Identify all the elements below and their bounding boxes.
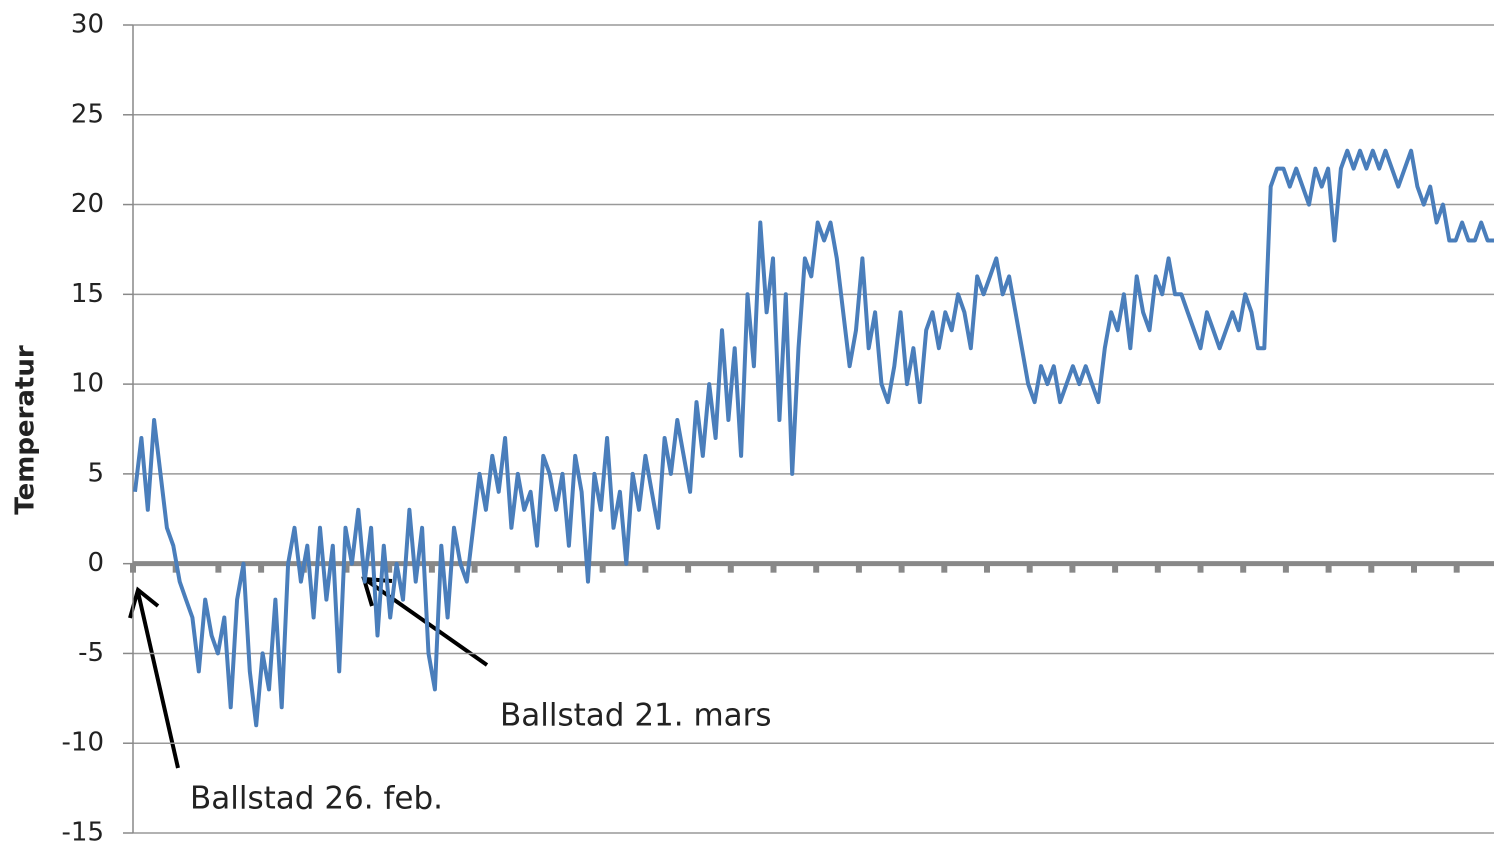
x-tick — [1154, 563, 1161, 573]
x-tick — [855, 563, 862, 573]
y-tick-label: 30 — [71, 10, 104, 40]
x-tick — [685, 563, 692, 573]
x-tick — [941, 563, 948, 573]
y-tick-label: 25 — [71, 99, 104, 129]
x-tick — [984, 563, 990, 573]
x-tick — [813, 563, 820, 573]
y-tick-label: 10 — [71, 369, 104, 399]
y-tick-label: -10 — [62, 728, 104, 758]
x-tick — [258, 563, 265, 573]
x-tick — [898, 563, 905, 573]
x-tick — [428, 563, 435, 573]
x-tick — [1282, 563, 1289, 573]
x-tick — [1112, 563, 1119, 573]
x-tick — [1026, 563, 1033, 573]
x-tick — [727, 563, 734, 573]
x-tick — [770, 563, 777, 573]
x-tick — [599, 563, 606, 573]
annotation: Ballstad 26. feb. — [190, 781, 443, 817]
x-tick — [343, 563, 350, 573]
x-tick — [130, 563, 136, 573]
x-tick — [1453, 563, 1460, 573]
x-tick — [1368, 563, 1375, 573]
x-tick — [557, 563, 563, 573]
series-line — [133, 148, 1494, 728]
x-tick — [1411, 563, 1417, 573]
y-tick-label: -15 — [62, 818, 104, 846]
y-tick-label: 20 — [71, 189, 104, 219]
x-tick — [1069, 563, 1076, 573]
annotation: Ballstad 21. mars — [500, 698, 772, 734]
y-tick-label: 5 — [87, 458, 104, 488]
y-tick-label: -5 — [78, 638, 104, 668]
x-tick — [514, 563, 521, 573]
y-tick-label: 15 — [71, 279, 104, 309]
x-tick — [215, 563, 222, 573]
x-tick — [386, 563, 393, 573]
x-tick — [1197, 563, 1204, 573]
x-tick — [1325, 563, 1332, 573]
x-tick — [642, 563, 649, 573]
y-axis-label: Temperatur — [11, 345, 41, 515]
x-tick — [1240, 563, 1247, 573]
arrow — [136, 591, 180, 769]
x-tick — [471, 563, 478, 573]
y-tick-label: 0 — [87, 548, 104, 578]
